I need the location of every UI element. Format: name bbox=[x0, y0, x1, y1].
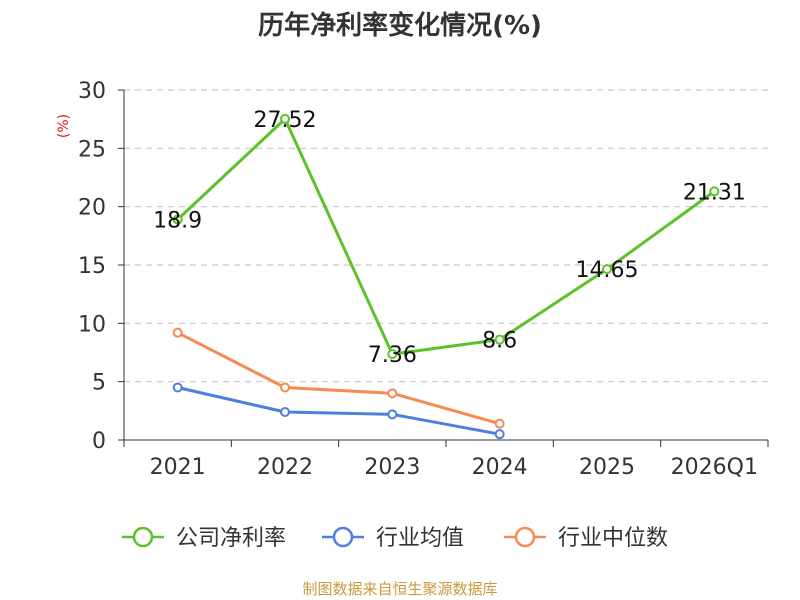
y-tick-label: 30 bbox=[78, 79, 106, 104]
series-point bbox=[387, 388, 398, 399]
data-labels: 18.9 27.52 7.36 8.6 14.65 21.31 bbox=[153, 108, 746, 368]
x-tick-label: 2026Q1 bbox=[671, 455, 758, 480]
data-label: 8.6 bbox=[482, 329, 517, 354]
series-point bbox=[387, 349, 398, 360]
legend-swatch-marker bbox=[332, 526, 354, 548]
series-point bbox=[494, 429, 505, 440]
y-tick-label: 0 bbox=[92, 429, 106, 454]
data-label: 27.52 bbox=[254, 108, 317, 133]
legend-swatch-marker bbox=[132, 526, 154, 548]
y-tick-label: 25 bbox=[78, 137, 106, 162]
series-point bbox=[709, 186, 720, 197]
source-note: 制图数据来自恒生聚源数据库 bbox=[302, 580, 497, 598]
series-point bbox=[494, 334, 505, 345]
grid-lines bbox=[124, 89, 768, 383]
series-point bbox=[280, 407, 290, 417]
data-label: 18.9 bbox=[153, 209, 202, 234]
series-line bbox=[177, 386, 500, 436]
y-tick-label: 20 bbox=[78, 196, 106, 221]
x-tick-label: 2024 bbox=[472, 455, 528, 480]
chart-title: 历年净利率变化情况(%) bbox=[258, 10, 542, 41]
x-tick-label: 2022 bbox=[257, 455, 313, 480]
series-line bbox=[176, 117, 716, 356]
legend-label: 行业中位数 bbox=[558, 526, 668, 551]
y-tick-label: 10 bbox=[78, 312, 106, 337]
series-point bbox=[172, 214, 183, 225]
x-tick-label: 2025 bbox=[579, 455, 635, 480]
legend-swatch-marker bbox=[514, 526, 536, 548]
series-line bbox=[176, 331, 501, 426]
data-label: 21.31 bbox=[683, 180, 746, 205]
data-label: 7.36 bbox=[368, 343, 417, 368]
x-tick-label: 2021 bbox=[150, 455, 206, 480]
y-tick-label: 15 bbox=[78, 254, 106, 279]
x-tick-label: 2023 bbox=[364, 455, 420, 480]
legend-label: 公司净利率 bbox=[176, 526, 286, 551]
legend-label: 行业均值 bbox=[376, 526, 464, 551]
y-axis-label: (%) bbox=[56, 114, 72, 138]
series-point bbox=[280, 113, 290, 124]
y-tick-label: 5 bbox=[92, 371, 106, 396]
series-point bbox=[387, 409, 398, 420]
series-layer bbox=[172, 113, 720, 440]
series-point bbox=[494, 418, 505, 429]
series-point bbox=[172, 327, 183, 338]
series-point bbox=[280, 382, 290, 393]
series-point bbox=[602, 264, 612, 275]
series-point bbox=[172, 382, 183, 393]
data-label: 14.65 bbox=[576, 258, 639, 283]
legend: 公司净利率 行业均值 行业中位数 bbox=[122, 526, 668, 551]
